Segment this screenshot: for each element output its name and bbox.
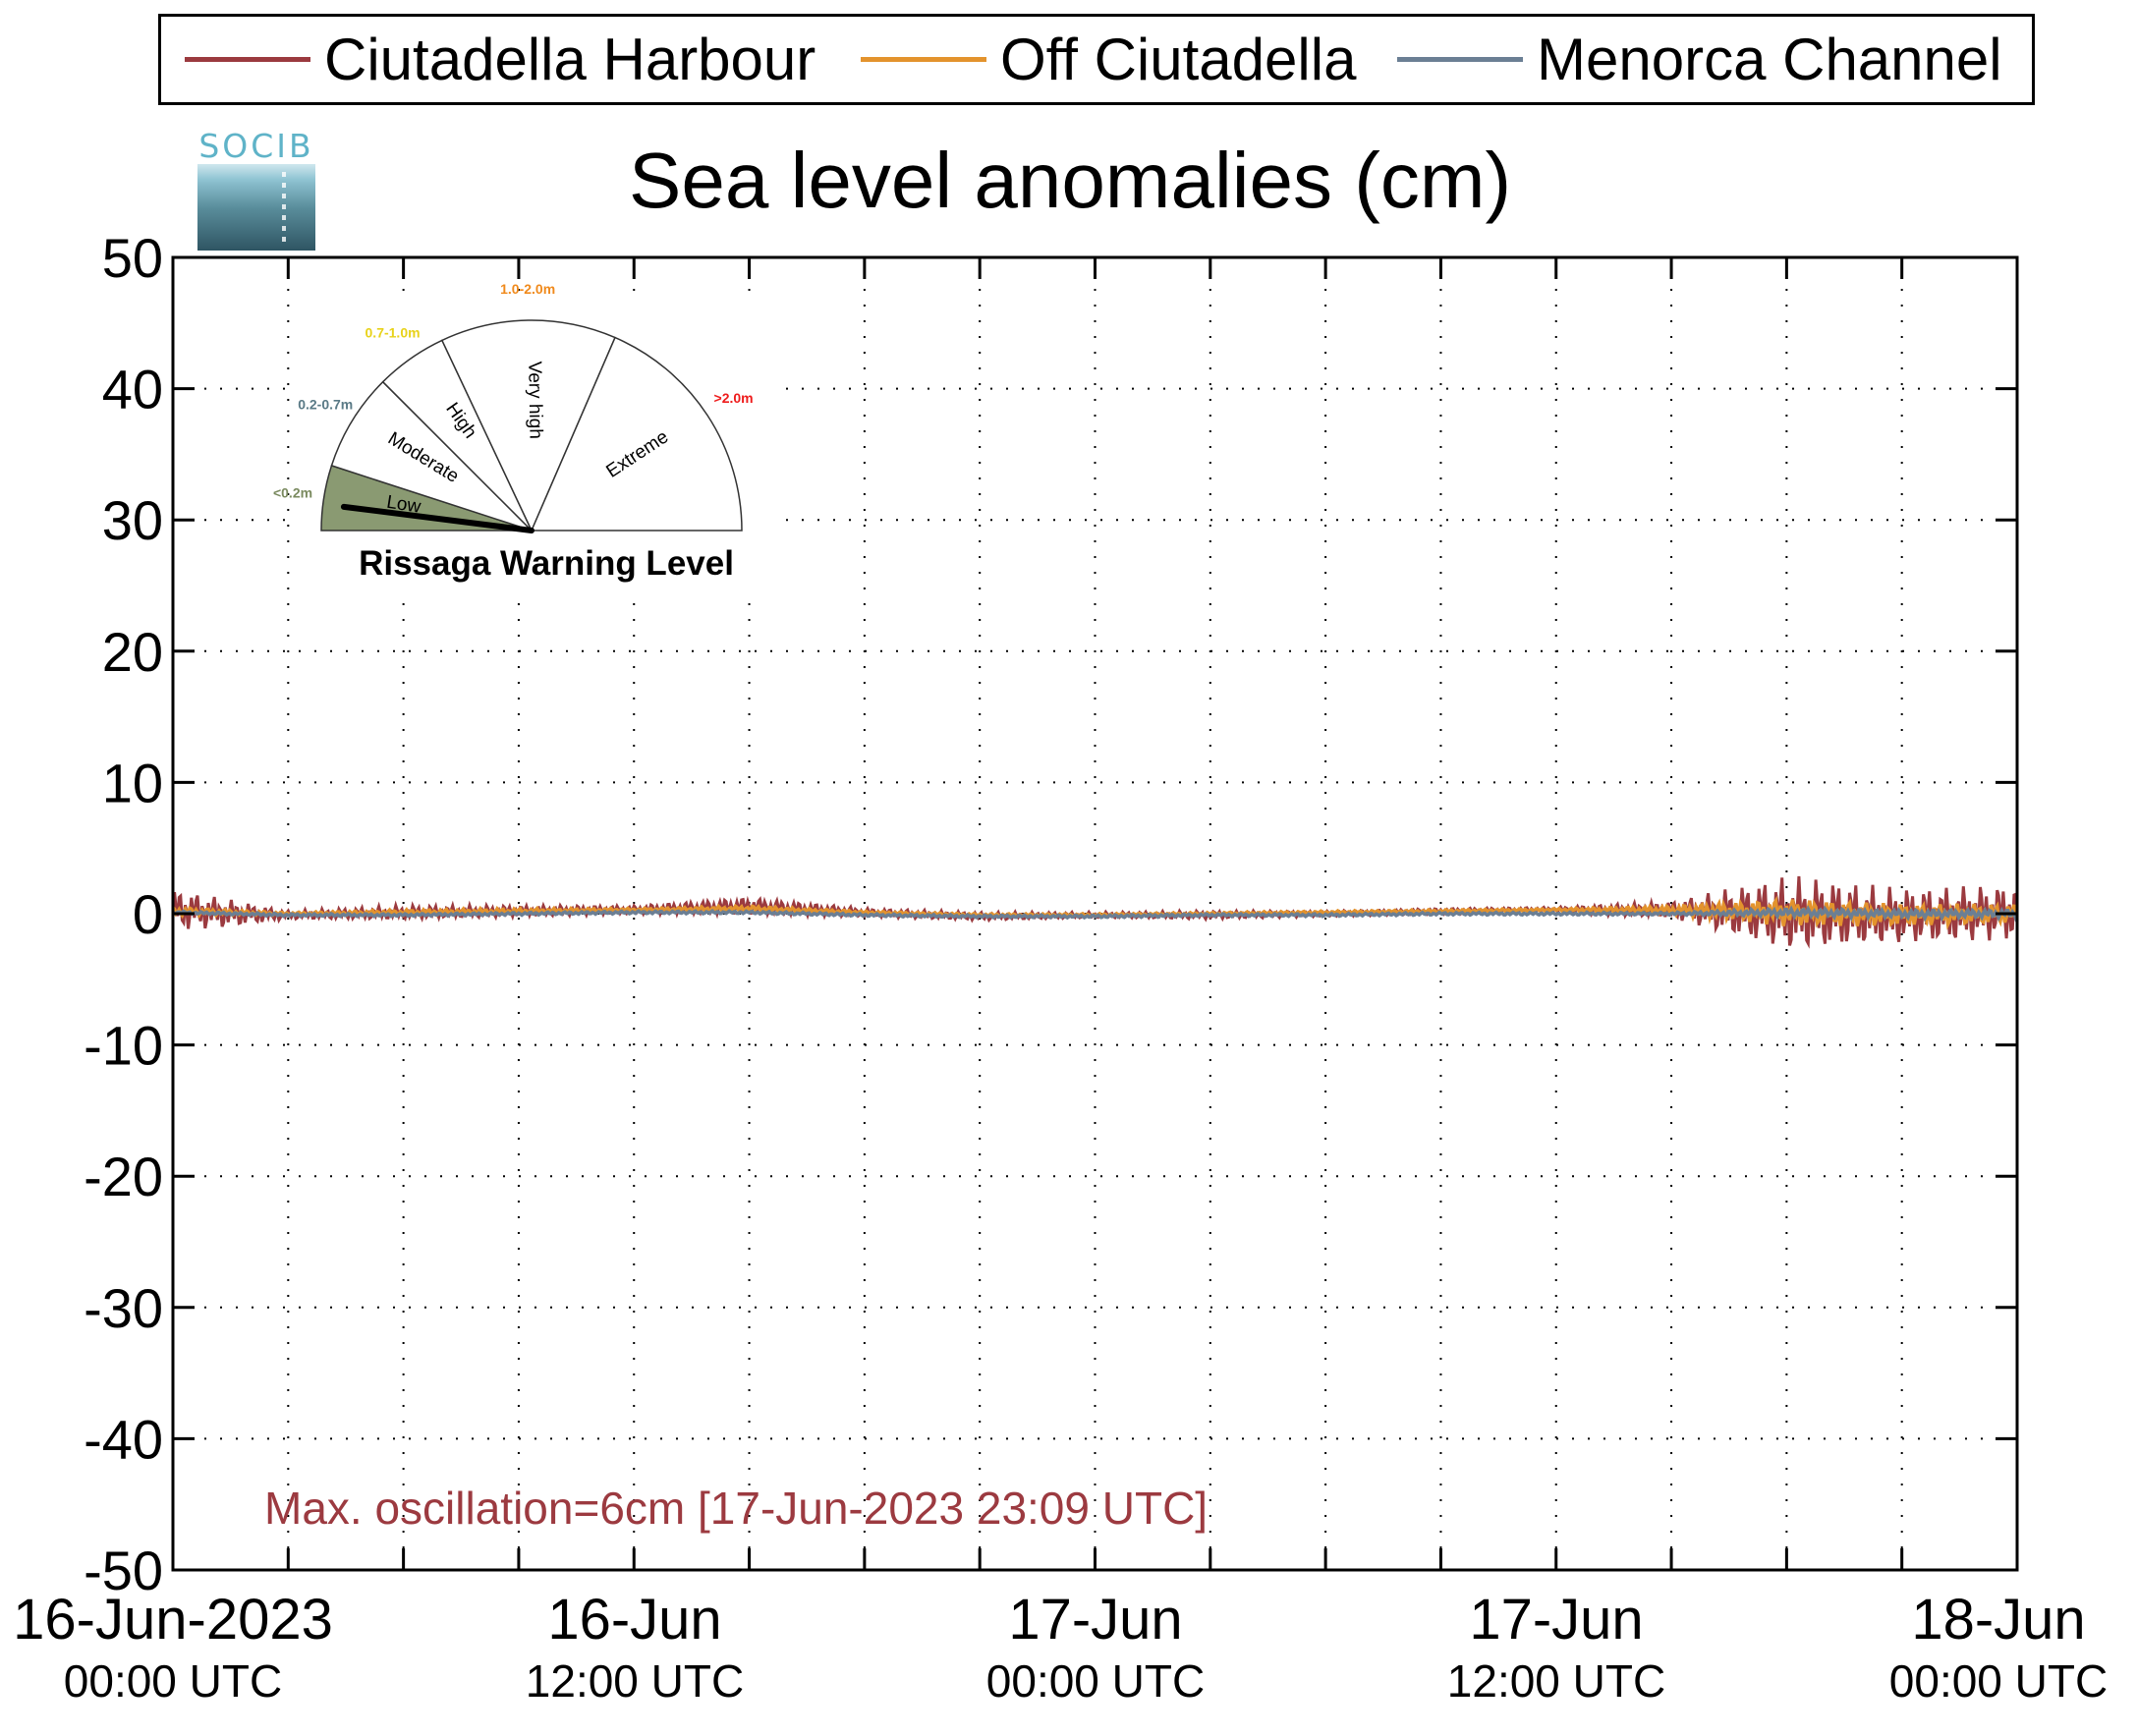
series-line-menorca-channel — [171, 905, 2019, 923]
x-tick-label: 17-Jun — [1469, 1588, 1643, 1652]
socib-logo: SOCIB — [197, 129, 315, 251]
x-tick-sublabel: 12:00 UTC — [526, 1655, 744, 1707]
gauge-sector-moderate — [330, 380, 533, 532]
logo-dots — [282, 172, 286, 243]
x-tick-sublabel: 00:00 UTC — [1889, 1655, 2108, 1707]
gauge-range-label: 0.7-1.0m — [366, 325, 421, 341]
x-tick-label: 18-Jun — [1911, 1588, 2085, 1652]
x-tick-label: 17-Jun — [1008, 1588, 1182, 1652]
y-tick-label: -30 — [84, 1277, 163, 1339]
legend-item-ciutadella-harbour: Ciutadella Harbour — [185, 17, 815, 102]
gauge-sector-label: Very high — [524, 361, 545, 439]
y-tick-label: 30 — [102, 489, 163, 551]
gauge-range-label: 0.2-0.7m — [298, 396, 353, 412]
x-tick-label: 16-Jun-2023 — [13, 1588, 333, 1652]
gauge-range-label: 1.0-2.0m — [500, 281, 555, 297]
legend-swatch — [861, 57, 986, 62]
x-tick-sublabel: 00:00 UTC — [986, 1655, 1205, 1707]
x-tick-label: 16-Jun — [547, 1588, 721, 1652]
legend-label: Ciutadella Harbour — [324, 26, 816, 92]
y-tick-label: -10 — [84, 1015, 163, 1077]
gauge-title: Rissaga Warning Level — [359, 544, 734, 583]
y-tick-label: 10 — [102, 752, 163, 813]
gauge-range-label: <0.2m — [273, 485, 312, 501]
chart-title: Sea level anomalies (cm) — [629, 137, 1512, 224]
gauge-range-label: >2.0m — [714, 390, 754, 406]
y-tick-label: 50 — [102, 227, 163, 289]
legend-item-off-ciutadella: Off Ciutadella — [861, 17, 1356, 102]
gauge-sector-very-high — [440, 319, 616, 532]
max-oscillation-annotation: Max. oscillation=6cm [17-Jun-2023 23:09 … — [264, 1483, 1209, 1534]
legend: Ciutadella Harbour Off Ciutadella Menorc… — [158, 14, 2035, 105]
y-tick-label: -40 — [84, 1408, 163, 1470]
x-tick-sublabel: 12:00 UTC — [1447, 1655, 1665, 1707]
gauge-sector-extreme — [530, 336, 743, 532]
y-tick-label: 40 — [102, 359, 163, 420]
logo-text: SOCIB — [198, 127, 314, 165]
y-tick-label: -20 — [84, 1146, 163, 1207]
y-tick-label: 0 — [133, 883, 163, 945]
logo-wave — [197, 164, 315, 251]
legend-label: Menorca Channel — [1537, 26, 2002, 92]
gauge-needle — [340, 503, 534, 533]
y-tick-label: -50 — [84, 1540, 163, 1601]
legend-swatch — [1397, 57, 1523, 62]
legend-item-menorca-channel: Menorca Channel — [1397, 17, 2002, 102]
legend-swatch — [185, 57, 310, 62]
x-tick-sublabel: 00:00 UTC — [64, 1655, 282, 1707]
y-tick-label: 20 — [102, 621, 163, 683]
legend-label: Off Ciutadella — [1000, 26, 1357, 92]
